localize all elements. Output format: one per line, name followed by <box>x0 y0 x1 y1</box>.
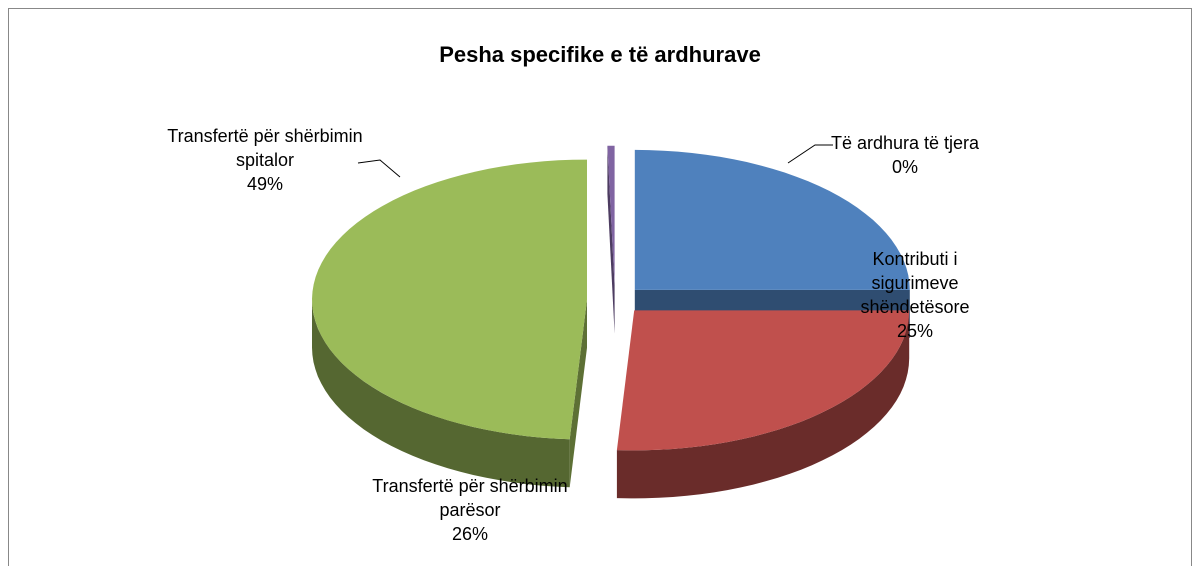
value-label: 0% <box>891 157 918 177</box>
leader-line <box>787 144 833 164</box>
data-label: Të ardhura të tjera 0% <box>805 131 1005 179</box>
slice <box>312 159 587 440</box>
value-label: 26% <box>451 524 489 544</box>
category-label: Transfertë për shërbimin spitalor <box>167 126 363 170</box>
slice <box>607 145 615 334</box>
value-label: 49% <box>246 174 284 194</box>
slice <box>616 310 910 499</box>
category-label: Kontributi i sigurimeve shëndetësore <box>860 249 970 317</box>
category-label: Transfertë për shërbimin parësor <box>372 476 568 520</box>
chart-border <box>8 8 1192 566</box>
slice-side <box>312 299 570 488</box>
chart-title: Pesha specifike e të ardhurave <box>439 42 761 67</box>
slice-side <box>569 299 587 488</box>
data-label: Transfertë për shërbimin spitalor 49% <box>155 124 375 196</box>
slice-side <box>607 145 615 334</box>
value-label: 25% <box>896 321 934 341</box>
category-label: Të ardhura të tjera <box>830 133 980 153</box>
slice <box>607 145 615 286</box>
data-label: Kontributi i sigurimeve shëndetësore 25% <box>840 247 990 343</box>
slice-side <box>616 310 910 499</box>
pie <box>312 145 910 499</box>
data-label: Transfertë për shërbimin parësor 26% <box>360 474 580 546</box>
leader-line <box>357 159 401 178</box>
slice <box>312 159 587 488</box>
slice <box>634 149 910 290</box>
slice <box>616 310 910 451</box>
